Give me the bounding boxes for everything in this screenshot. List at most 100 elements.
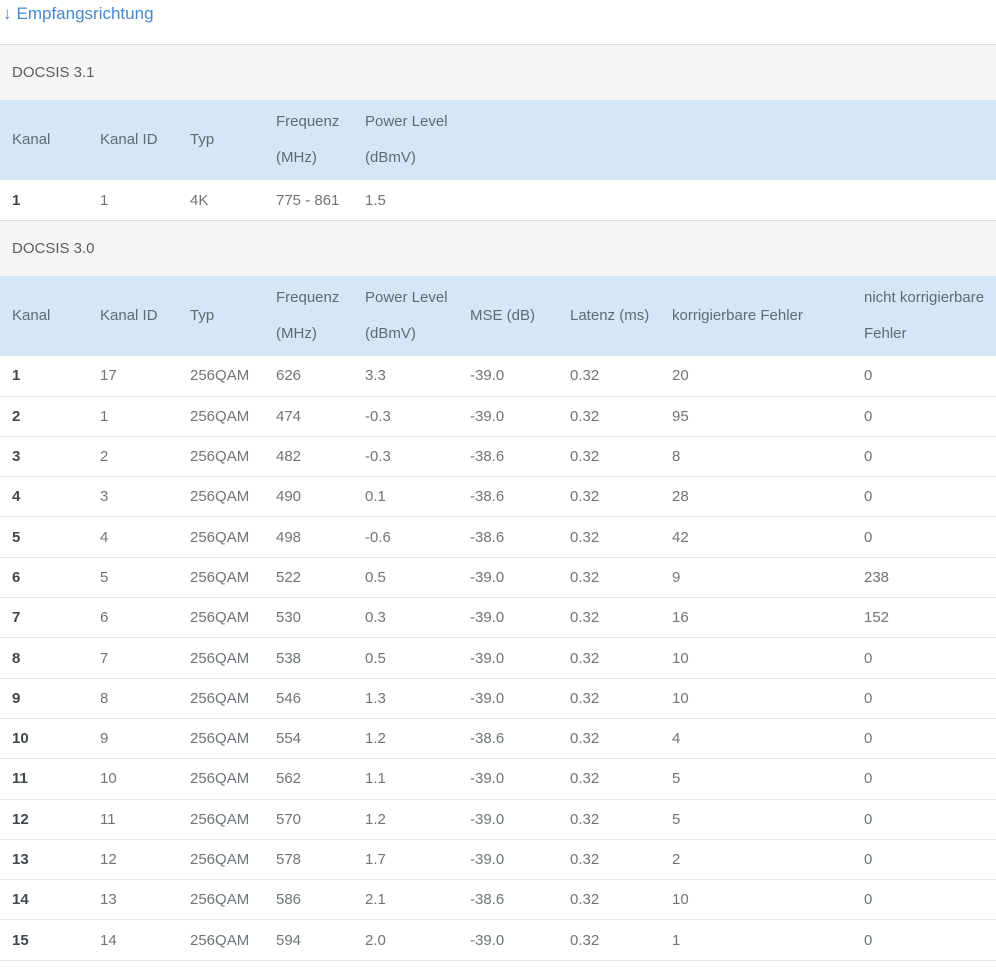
table-cell: 530: [264, 609, 353, 626]
channel-number-cell: 10: [0, 730, 88, 747]
column-header: Kanal ID: [88, 298, 178, 334]
table-row: 1211256QAM5701.2-39.00.3250: [0, 800, 996, 840]
channel-number-cell: 6: [0, 569, 88, 586]
table-cell: 0: [852, 851, 996, 868]
table-row: 43256QAM4900.1-38.60.32280: [0, 477, 996, 517]
column-header: Power Level(dBmV): [353, 104, 458, 176]
table-cell: 490: [264, 488, 353, 505]
table-cell: 152: [852, 609, 996, 626]
table-row: 1312256QAM5781.7-39.00.3220: [0, 840, 996, 880]
table-cell: 0.3: [353, 609, 458, 626]
table-cell: 0.32: [558, 891, 660, 908]
table-cell: 256QAM: [178, 448, 264, 465]
table-cell: 6: [88, 609, 178, 626]
table-cell: 0.32: [558, 690, 660, 707]
table-cell: 1: [88, 408, 178, 425]
table-cell: 562: [264, 770, 353, 787]
table-cell: 474: [264, 408, 353, 425]
table-row: 54256QAM498-0.6-38.60.32420: [0, 517, 996, 557]
table-cell: 1.2: [353, 811, 458, 828]
channel-number-cell: 1: [0, 367, 88, 384]
channel-number-cell: 7: [0, 609, 88, 626]
column-header: Latenz (ms): [558, 298, 660, 334]
channel-number-cell: 9: [0, 690, 88, 707]
table-cell: 5: [88, 569, 178, 586]
down-arrow-icon: ↓: [3, 3, 12, 25]
table-cell: 1.2: [353, 730, 458, 747]
table-cell: 10: [660, 690, 852, 707]
docsis30-table-body: 117256QAM6263.3-39.00.3220021256QAM474-0…: [0, 356, 996, 960]
table-row: 76256QAM5300.3-39.00.3216152: [0, 598, 996, 638]
channel-number-cell: 15: [0, 932, 88, 949]
table-cell: 2: [88, 448, 178, 465]
table-cell: 256QAM: [178, 730, 264, 747]
table-cell: 0.32: [558, 488, 660, 505]
modem-status-page: ↓ Empfangsrichtung DOCSIS 3.1 KanalKanal…: [0, 0, 996, 961]
docsis31-header-row: KanalKanal IDTypFrequenz(MHz)Power Level…: [0, 100, 996, 180]
table-cell: 0: [852, 932, 996, 949]
table-cell: 9: [88, 730, 178, 747]
table-cell: -0.6: [353, 529, 458, 546]
column-header: MSE (dB): [458, 298, 558, 334]
channel-number-cell: 13: [0, 851, 88, 868]
table-row: 32256QAM482-0.3-38.60.3280: [0, 437, 996, 477]
table-cell: 0.32: [558, 529, 660, 546]
table-cell: 0: [852, 770, 996, 787]
table-cell: -39.0: [458, 770, 558, 787]
section-toggle-empfangsrichtung[interactable]: ↓ Empfangsrichtung: [0, 0, 996, 44]
table-cell: 11: [88, 811, 178, 828]
column-header: Kanal: [0, 298, 88, 334]
table-cell: 0: [852, 690, 996, 707]
table-cell: 0: [852, 529, 996, 546]
channel-number-cell: 5: [0, 529, 88, 546]
table-cell: 12: [88, 851, 178, 868]
table-cell: 14: [88, 932, 178, 949]
table-cell: 256QAM: [178, 488, 264, 505]
table-cell: 238: [852, 569, 996, 586]
table-cell: 256QAM: [178, 408, 264, 425]
table-cell: 16: [660, 609, 852, 626]
table-cell: 28: [660, 488, 852, 505]
table-cell: -39.0: [458, 569, 558, 586]
column-header: korrigierbare Fehler: [660, 298, 852, 334]
table-cell: 5: [660, 811, 852, 828]
table-cell: 522: [264, 569, 353, 586]
table-row: 87256QAM5380.5-39.00.32100: [0, 638, 996, 678]
table-cell: 0.5: [353, 650, 458, 667]
table-cell: 0.32: [558, 650, 660, 667]
table-cell: 0.32: [558, 367, 660, 384]
table-cell: -38.6: [458, 891, 558, 908]
table-cell: 0.32: [558, 811, 660, 828]
table-cell: 0.5: [353, 569, 458, 586]
table-cell: 1.5: [353, 192, 458, 209]
table-cell: 482: [264, 448, 353, 465]
table-cell: 0: [852, 448, 996, 465]
channel-tables: DOCSIS 3.1 KanalKanal IDTypFrequenz(MHz)…: [0, 44, 996, 961]
table-cell: -39.0: [458, 609, 558, 626]
table-cell: 0: [852, 811, 996, 828]
table-cell: 4K: [178, 192, 264, 209]
table-cell: 775 - 861: [264, 192, 353, 209]
table-cell: 8: [88, 690, 178, 707]
docsis30-header-row: KanalKanal IDTypFrequenz(MHz)Power Level…: [0, 276, 996, 356]
table-cell: 256QAM: [178, 932, 264, 949]
table-cell: 256QAM: [178, 891, 264, 908]
column-header: Frequenz(MHz): [264, 104, 353, 176]
table-cell: 2.1: [353, 891, 458, 908]
channel-number-cell: 12: [0, 811, 88, 828]
table-cell: 0: [852, 650, 996, 667]
table-cell: 0.1: [353, 488, 458, 505]
table-cell: 570: [264, 811, 353, 828]
table-cell: 554: [264, 730, 353, 747]
table-cell: 1.3: [353, 690, 458, 707]
table-cell: 0.32: [558, 448, 660, 465]
table-cell: 42: [660, 529, 852, 546]
table-cell: 2.0: [353, 932, 458, 949]
table-cell: 256QAM: [178, 811, 264, 828]
table-cell: 0.32: [558, 408, 660, 425]
table-cell: -39.0: [458, 932, 558, 949]
table-cell: 1: [660, 932, 852, 949]
table-cell: -39.0: [458, 851, 558, 868]
channel-number-cell: 1: [0, 192, 88, 209]
table-cell: 0.32: [558, 609, 660, 626]
